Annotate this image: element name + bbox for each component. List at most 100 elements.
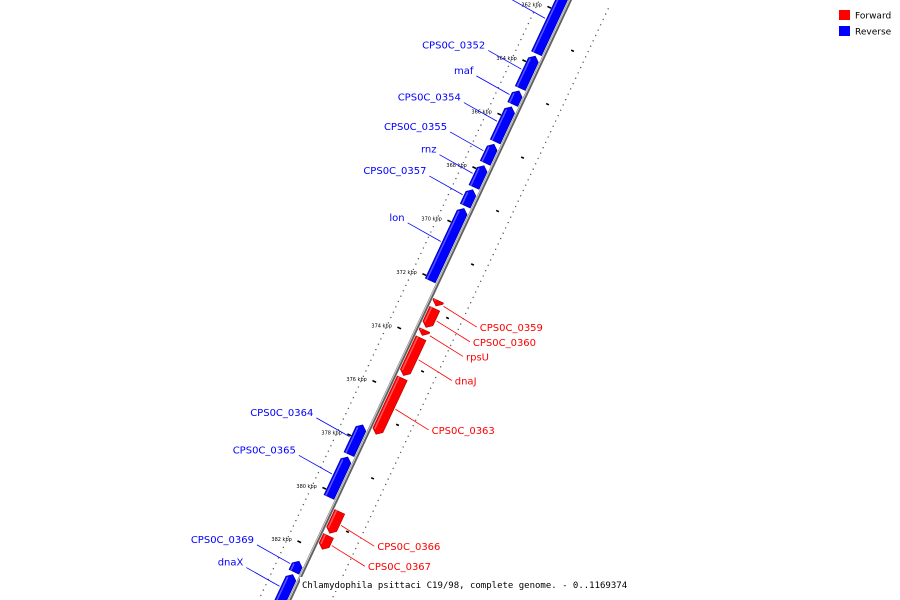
- scale-tick: [422, 272, 427, 277]
- gene-label-CPS0C_0355[interactable]: CPS0C_0355: [384, 122, 447, 133]
- gene-label-lon[interactable]: lon: [389, 213, 404, 224]
- gene-arrow-CPS0C_0366[interactable]: [326, 509, 346, 534]
- minor-tick-dot: [404, 441, 407, 443]
- minor-tick-dot: [515, 49, 517, 51]
- minor-tick-dot: [445, 199, 447, 201]
- gene-arrow-CPS0C_0369[interactable]: [288, 560, 303, 575]
- minor-tick-dot: [315, 477, 317, 479]
- gene-label-CPS0C_0366[interactable]: CPS0C_0366: [377, 542, 440, 553]
- gene-arrow-dnaJ[interactable]: [400, 335, 427, 376]
- gene-arrow-CPS0C_0360[interactable]: [422, 306, 441, 328]
- minor-tick-dot: [349, 558, 352, 560]
- leader-line: [418, 359, 452, 381]
- minor-tick-dot: [432, 225, 435, 228]
- minor-tick-dot: [347, 563, 349, 566]
- minor-tick-dot: [437, 215, 440, 217]
- minor-tick-dot: [382, 489, 384, 491]
- leader-line: [298, 454, 333, 475]
- scale-tick-minor: [470, 263, 475, 266]
- gene-label-CPS0C_0359[interactable]: CPS0C_0359: [480, 323, 543, 334]
- gene-arrow-maf[interactable]: [507, 90, 523, 107]
- gene-arrow-CPS0C_0367[interactable]: [318, 533, 334, 550]
- gene-arrow-CPS0C_0365[interactable]: [323, 456, 352, 500]
- minor-tick-dot: [364, 526, 367, 528]
- minor-tick-dot: [302, 503, 305, 506]
- gene-label-CPS0C_0354[interactable]: CPS0C_0354: [398, 93, 461, 104]
- minor-tick-dot: [424, 398, 427, 400]
- minor-tick-dot: [465, 156, 467, 158]
- gene-arrow-rnz[interactable]: [468, 165, 488, 190]
- gene-label-maf[interactable]: maf: [454, 66, 474, 77]
- gene-shine: [374, 376, 400, 430]
- gene-arrow-CPS0C_0354[interactable]: [489, 106, 515, 145]
- scale-tick-label: 378 kbp: [321, 430, 341, 436]
- minor-tick-dot: [517, 44, 520, 46]
- minor-tick-dot: [567, 93, 569, 95]
- leader-line: [436, 320, 471, 343]
- gene-arrow-CPS0C_0351[interactable]: [531, 0, 570, 57]
- gene-label-dnaX[interactable]: dnaX: [218, 558, 244, 569]
- scale-tick: [397, 326, 402, 330]
- gene-label-rpsU[interactable]: rpsU: [466, 352, 489, 363]
- minor-tick-dot: [372, 354, 375, 356]
- minor-tick-dot: [362, 531, 364, 534]
- gene-arrow-CPS0C_0359[interactable]: [432, 297, 444, 307]
- minor-tick-dot: [499, 237, 502, 240]
- minor-tick-dot: [495, 92, 497, 94]
- gene-label-rnz[interactable]: rnz: [421, 145, 437, 156]
- minor-tick-dot: [472, 296, 474, 299]
- gene-arrow-CPS0C_0363[interactable]: [372, 375, 408, 435]
- minor-tick-dot: [602, 18, 604, 21]
- minor-tick-dot: [582, 61, 584, 63]
- gene-label-CPS0C_0363[interactable]: CPS0C_0363: [432, 426, 495, 437]
- gene-shine: [276, 576, 289, 600]
- gene-arrow-CPS0C_0352[interactable]: [514, 55, 539, 91]
- minor-tick-dot: [544, 141, 547, 144]
- gene-arrow-rpsU[interactable]: [418, 327, 431, 336]
- minor-tick-dot: [370, 359, 372, 361]
- minor-tick-dot: [310, 487, 312, 490]
- minor-tick-dot: [392, 467, 394, 470]
- minor-tick-dot: [487, 264, 489, 267]
- gene-shine: [491, 109, 508, 141]
- gene-label-CPS0C_0367[interactable]: CPS0C_0367: [368, 562, 431, 573]
- gene-label-CPS0C_0357[interactable]: CPS0C_0357: [363, 166, 426, 177]
- minor-tick-dot: [599, 24, 602, 26]
- gene-arrow-CPS0C_0364[interactable]: [343, 424, 367, 458]
- minor-tick-dot: [357, 542, 359, 544]
- gene-label-CPS0C_0364[interactable]: CPS0C_0364: [250, 408, 313, 419]
- minor-tick-dot: [377, 343, 380, 345]
- scale-tick-label: 380 kbp: [296, 484, 316, 490]
- minor-tick-dot: [419, 408, 422, 411]
- gene-label-CPS0C_0365[interactable]: CPS0C_0365: [233, 445, 296, 456]
- leader-line: [429, 175, 463, 196]
- gene-label-dnaJ[interactable]: dnaJ: [455, 377, 477, 388]
- minor-tick-dot: [295, 519, 297, 522]
- scale-tick-minor: [445, 316, 450, 320]
- gene-label-CPS0C_0369[interactable]: CPS0C_0369: [191, 535, 254, 546]
- minor-tick-dot: [569, 88, 572, 90]
- minor-tick-dot: [265, 584, 267, 586]
- scale-tick-label: 364 kbp: [496, 56, 516, 62]
- gene-arrow-CPS0C_0357[interactable]: [459, 189, 477, 209]
- gene-label-CPS0C_0351[interactable]: CPS0C_0351: [446, 0, 509, 1]
- minor-tick-dot: [594, 34, 597, 37]
- minor-tick-dot: [409, 430, 412, 432]
- leader-line: [331, 545, 366, 567]
- minor-tick-dot: [484, 269, 487, 272]
- leader-line: [340, 525, 375, 547]
- minor-tick-dot: [395, 306, 397, 308]
- gene-label-CPS0C_0360[interactable]: CPS0C_0360: [473, 338, 536, 349]
- minor-tick-dot: [375, 348, 377, 351]
- gene-arrow-lon[interactable]: [424, 208, 468, 284]
- minor-tick-dot: [552, 125, 554, 128]
- gene-arrow-CPS0C_0355[interactable]: [479, 143, 498, 166]
- minor-tick-dot: [572, 82, 574, 85]
- minor-tick-dot: [407, 435, 409, 438]
- minor-tick-dot: [459, 323, 462, 325]
- gene-arrow-dnaX[interactable]: [274, 574, 297, 600]
- minor-tick-dot: [522, 189, 524, 192]
- gene-label-CPS0C_0352[interactable]: CPS0C_0352: [422, 40, 485, 51]
- minor-tick-dot: [435, 220, 437, 223]
